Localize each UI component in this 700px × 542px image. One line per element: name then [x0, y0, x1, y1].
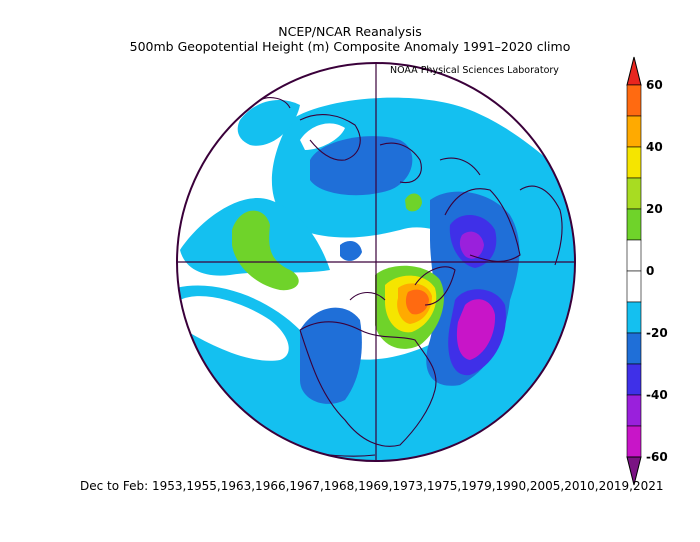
colorbar-label: -40	[646, 388, 668, 402]
anomaly-region-green	[405, 193, 422, 212]
anomaly-region-red-orange	[405, 289, 429, 315]
colorbar-label: 20	[646, 202, 663, 216]
colorbar-label: -20	[646, 326, 668, 340]
colorbar-label: 60	[646, 78, 663, 92]
colorbar-segment	[626, 146, 642, 179]
coastlines	[259, 97, 563, 457]
colorbar-segment	[626, 363, 642, 396]
anomaly-contours	[177, 63, 575, 461]
anomaly-region-green	[232, 210, 299, 291]
chart-title: NCEP/NCAR Reanalysis	[278, 24, 422, 39]
anomaly-region-blue	[300, 307, 362, 404]
map-boundary	[176, 62, 576, 462]
colorbar-segment	[626, 208, 642, 241]
anomaly-region-purple	[459, 231, 484, 259]
anomaly-region-blue	[310, 136, 413, 196]
colorbar-label: 0	[646, 264, 655, 278]
chart-subtitle: 500mb Geopotential Height (m) Composite …	[129, 39, 571, 54]
colorbar-segment	[626, 239, 642, 272]
anomaly-region-neutral	[180, 296, 289, 361]
colorbar-segment	[626, 84, 642, 117]
data-source-credit: NOAA Physical Sciences Laboratory	[390, 65, 559, 76]
colorbar-segment	[626, 332, 642, 365]
colorbar-segment	[626, 270, 642, 303]
colorbar-arrow-bottom	[626, 456, 642, 486]
anomaly-region-neutral	[300, 123, 345, 150]
colorbar-segment	[626, 177, 642, 210]
anomaly-region-magenta	[456, 299, 496, 360]
colorbar-segment	[626, 301, 642, 334]
colorbar-label: -60	[646, 450, 668, 464]
composite-years: Dec to Feb: 1953,1955,1963,1966,1967,196…	[80, 479, 664, 493]
colorbar-segment	[626, 425, 642, 458]
anomaly-region-light-blue	[177, 200, 575, 461]
colorbar-segment	[626, 394, 642, 427]
anomaly-region-blue	[340, 240, 362, 261]
colorbar-arrow-top	[626, 56, 642, 86]
anomaly-region-light-blue	[237, 100, 300, 146]
colorbar-label: 40	[646, 140, 663, 154]
colorbar-segment	[626, 115, 642, 148]
